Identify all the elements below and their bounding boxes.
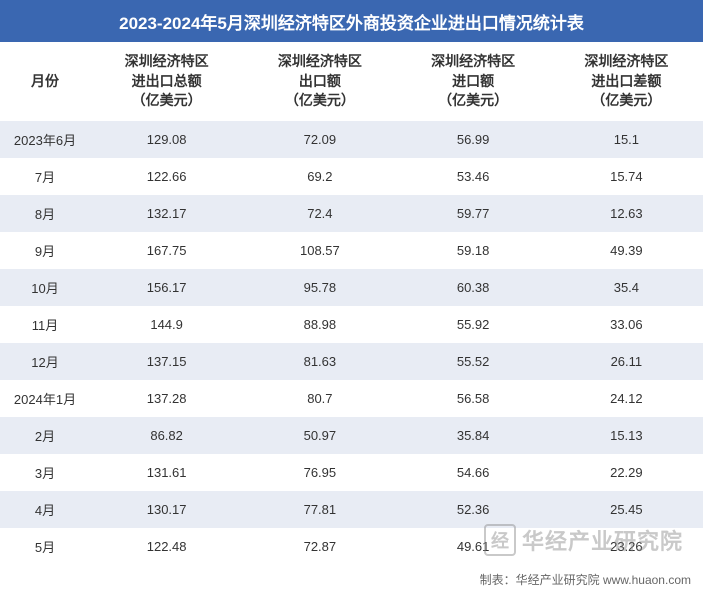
table-cell: 167.75: [90, 232, 243, 269]
table-cell: 26.11: [550, 343, 703, 380]
table-cell: 108.57: [243, 232, 396, 269]
table-cell: 50.97: [243, 417, 396, 454]
table-row: 12月137.1581.6355.5226.11: [0, 343, 703, 380]
col-header-total: 深圳经济特区进出口总额（亿美元）: [90, 42, 243, 121]
table-cell: 10月: [0, 269, 90, 306]
table-cell: 25.45: [550, 491, 703, 528]
table-cell: 56.99: [397, 121, 550, 158]
table-cell: 81.63: [243, 343, 396, 380]
table-cell: 9月: [0, 232, 90, 269]
table-cell: 122.66: [90, 158, 243, 195]
table-cell: 72.09: [243, 121, 396, 158]
table-cell: 15.13: [550, 417, 703, 454]
table-cell: 156.17: [90, 269, 243, 306]
table-title: 2023-2024年5月深圳经济特区外商投资企业进出口情况统计表: [0, 0, 703, 42]
table-cell: 4月: [0, 491, 90, 528]
table-row: 8月132.1772.459.7712.63: [0, 195, 703, 232]
table-cell: 95.78: [243, 269, 396, 306]
table-cell: 3月: [0, 454, 90, 491]
table-cell: 130.17: [90, 491, 243, 528]
table-cell: 88.98: [243, 306, 396, 343]
table-cell: 137.15: [90, 343, 243, 380]
table-cell: 59.18: [397, 232, 550, 269]
table-cell: 35.84: [397, 417, 550, 454]
table-cell: 56.58: [397, 380, 550, 417]
table-cell: 72.87: [243, 528, 396, 565]
table-row: 2024年1月137.2880.756.5824.12: [0, 380, 703, 417]
col-header-export: 深圳经济特区出口额（亿美元）: [243, 42, 396, 121]
table-cell: 69.2: [243, 158, 396, 195]
table-row: 10月156.1795.7860.3835.4: [0, 269, 703, 306]
data-table: 月份 深圳经济特区进出口总额（亿美元） 深圳经济特区出口额（亿美元） 深圳经济特…: [0, 42, 703, 565]
table-cell: 2月: [0, 417, 90, 454]
table-cell: 80.7: [243, 380, 396, 417]
table-row: 4月130.1777.8152.3625.45: [0, 491, 703, 528]
table-cell: 55.52: [397, 343, 550, 380]
table-cell: 49.39: [550, 232, 703, 269]
table-cell: 15.1: [550, 121, 703, 158]
table-container: 2023-2024年5月深圳经济特区外商投资企业进出口情况统计表 月份 深圳经济…: [0, 0, 703, 586]
table-cell: 131.61: [90, 454, 243, 491]
table-cell: 22.29: [550, 454, 703, 491]
table-cell: 12月: [0, 343, 90, 380]
table-cell: 24.12: [550, 380, 703, 417]
table-cell: 5月: [0, 528, 90, 565]
table-cell: 15.74: [550, 158, 703, 195]
table-cell: 55.92: [397, 306, 550, 343]
table-cell: 11月: [0, 306, 90, 343]
table-footer: 制表：华经产业研究院 www.huaon.com: [0, 565, 703, 594]
table-row: 2023年6月129.0872.0956.9915.1: [0, 121, 703, 158]
table-cell: 60.38: [397, 269, 550, 306]
table-cell: 86.82: [90, 417, 243, 454]
table-cell: 144.9: [90, 306, 243, 343]
table-row: 9月167.75108.5759.1849.39: [0, 232, 703, 269]
table-cell: 7月: [0, 158, 90, 195]
table-row: 3月131.6176.9554.6622.29: [0, 454, 703, 491]
table-cell: 2024年1月: [0, 380, 90, 417]
table-cell: 23.26: [550, 528, 703, 565]
table-cell: 2023年6月: [0, 121, 90, 158]
table-body: 2023年6月129.0872.0956.9915.17月122.6669.25…: [0, 121, 703, 565]
table-row: 7月122.6669.253.4615.74: [0, 158, 703, 195]
table-cell: 76.95: [243, 454, 396, 491]
table-cell: 54.66: [397, 454, 550, 491]
col-header-import: 深圳经济特区进口额（亿美元）: [397, 42, 550, 121]
table-cell: 137.28: [90, 380, 243, 417]
table-cell: 122.48: [90, 528, 243, 565]
header-row: 月份 深圳经济特区进出口总额（亿美元） 深圳经济特区出口额（亿美元） 深圳经济特…: [0, 42, 703, 121]
table-cell: 129.08: [90, 121, 243, 158]
table-row: 2月86.8250.9735.8415.13: [0, 417, 703, 454]
table-row: 11月144.988.9855.9233.06: [0, 306, 703, 343]
table-cell: 35.4: [550, 269, 703, 306]
table-cell: 77.81: [243, 491, 396, 528]
table-cell: 12.63: [550, 195, 703, 232]
table-cell: 8月: [0, 195, 90, 232]
table-row: 5月122.4872.8749.6123.26: [0, 528, 703, 565]
table-cell: 59.77: [397, 195, 550, 232]
table-cell: 53.46: [397, 158, 550, 195]
table-cell: 52.36: [397, 491, 550, 528]
table-cell: 72.4: [243, 195, 396, 232]
table-cell: 49.61: [397, 528, 550, 565]
table-cell: 33.06: [550, 306, 703, 343]
table-cell: 132.17: [90, 195, 243, 232]
col-header-balance: 深圳经济特区进出口差额（亿美元）: [550, 42, 703, 121]
col-header-month: 月份: [0, 42, 90, 121]
